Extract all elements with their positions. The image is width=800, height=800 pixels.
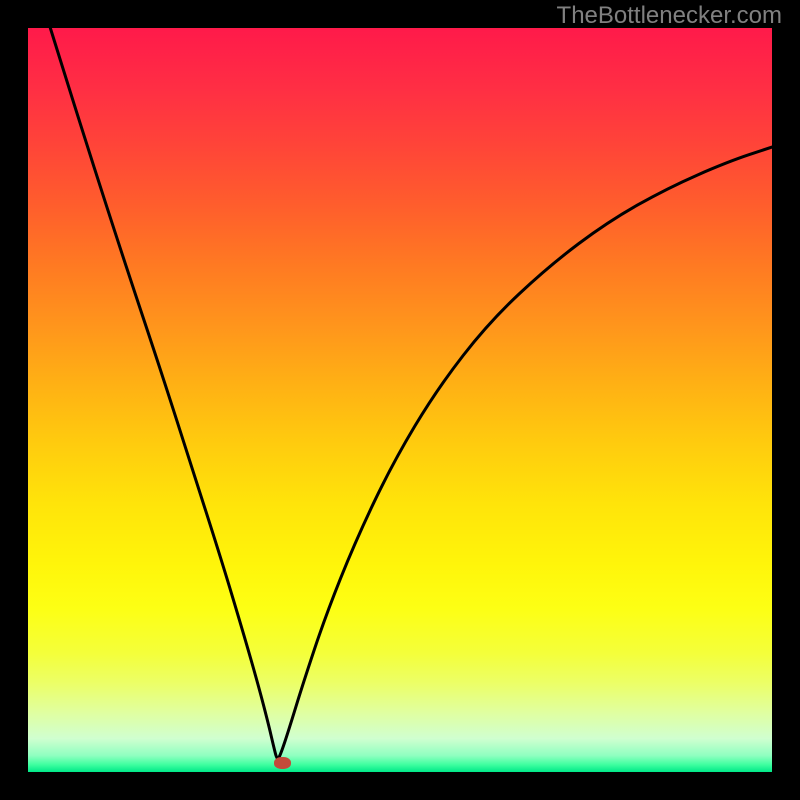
optimum-marker bbox=[274, 757, 291, 769]
chart-container: TheBottlenecker.com bbox=[0, 0, 800, 800]
bottleneck-curve bbox=[0, 0, 800, 800]
watermark-text: TheBottlenecker.com bbox=[557, 2, 782, 30]
